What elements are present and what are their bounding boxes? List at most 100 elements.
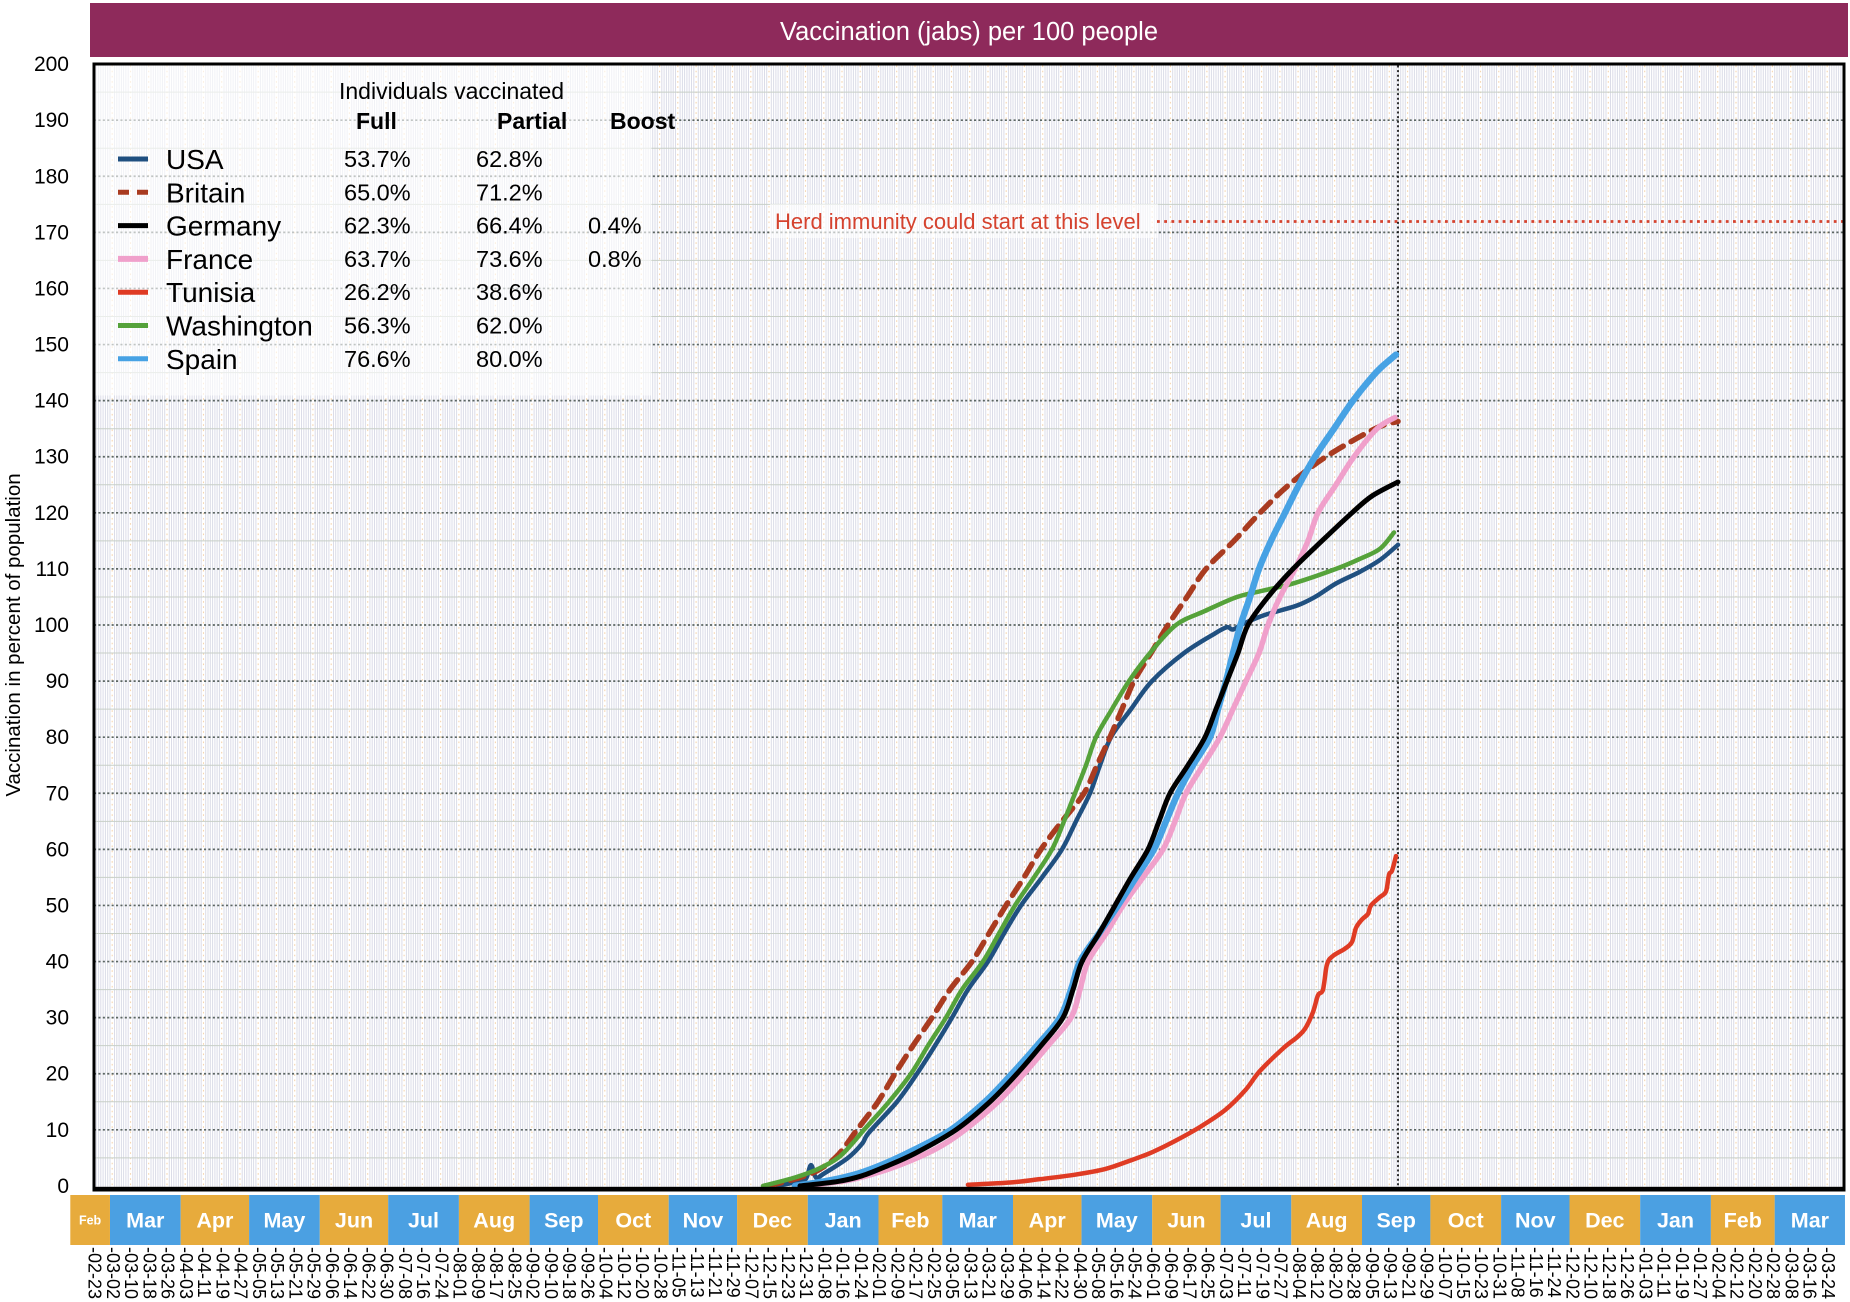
svg-text:Sep: Sep bbox=[544, 1209, 583, 1233]
svg-text:73.6%: 73.6% bbox=[476, 246, 543, 272]
svg-text:-03-08: -03-08 bbox=[1781, 1247, 1801, 1299]
svg-text:110: 110 bbox=[36, 558, 69, 581]
svg-text:-07-08: -07-08 bbox=[395, 1247, 415, 1299]
svg-text:-04-30: -04-30 bbox=[1070, 1247, 1090, 1299]
svg-text:Oct: Oct bbox=[615, 1209, 651, 1233]
svg-text:20: 20 bbox=[46, 1063, 69, 1086]
svg-text:Nov: Nov bbox=[683, 1209, 724, 1233]
svg-text:26.2%: 26.2% bbox=[344, 279, 411, 305]
svg-text:190: 190 bbox=[34, 109, 69, 132]
svg-text:-09-29: -09-29 bbox=[1417, 1247, 1437, 1299]
svg-text:-10-15: -10-15 bbox=[1453, 1247, 1473, 1299]
svg-text:76.6%: 76.6% bbox=[344, 346, 411, 372]
svg-text:0.4%: 0.4% bbox=[588, 213, 642, 239]
svg-text:Mar: Mar bbox=[126, 1209, 165, 1233]
svg-text:-04-22: -04-22 bbox=[1052, 1247, 1072, 1299]
svg-text:-05-16: -05-16 bbox=[1106, 1247, 1126, 1299]
svg-text:150: 150 bbox=[34, 334, 69, 357]
svg-text:USA: USA bbox=[166, 144, 224, 175]
svg-text:Partial: Partial bbox=[497, 108, 567, 134]
svg-text:-04-03: -04-03 bbox=[176, 1247, 196, 1299]
svg-text:-03-29: -03-29 bbox=[997, 1247, 1017, 1299]
svg-text:-07-19: -07-19 bbox=[1252, 1247, 1272, 1299]
svg-text:-10-20: -10-20 bbox=[632, 1247, 652, 1299]
svg-text:80: 80 bbox=[46, 726, 69, 749]
svg-text:Jul: Jul bbox=[1240, 1209, 1271, 1233]
svg-text:-02-25: -02-25 bbox=[924, 1247, 944, 1299]
svg-text:-08-04: -08-04 bbox=[1289, 1247, 1309, 1299]
svg-text:May: May bbox=[1096, 1209, 1138, 1233]
svg-text:-07-16: -07-16 bbox=[413, 1247, 433, 1299]
svg-text:-03-10: -03-10 bbox=[121, 1247, 141, 1299]
svg-text:Aug: Aug bbox=[1306, 1209, 1348, 1233]
svg-text:-09-21: -09-21 bbox=[1398, 1247, 1418, 1299]
svg-text:-02-20: -02-20 bbox=[1745, 1247, 1765, 1299]
svg-text:Feb: Feb bbox=[79, 1214, 102, 1228]
svg-text:-07-27: -07-27 bbox=[1271, 1247, 1291, 1299]
svg-text:-12-15: -12-15 bbox=[760, 1247, 780, 1299]
svg-text:-11-29: -11-29 bbox=[723, 1247, 743, 1298]
svg-text:-01-08: -01-08 bbox=[815, 1247, 835, 1299]
svg-text:50: 50 bbox=[46, 895, 69, 918]
svg-text:-12-31: -12-31 bbox=[796, 1247, 816, 1299]
svg-text:-03-05: -03-05 bbox=[942, 1247, 962, 1299]
svg-text:-08-12: -08-12 bbox=[1307, 1247, 1327, 1299]
svg-text:-02-09: -02-09 bbox=[887, 1247, 907, 1299]
svg-text:-02-28: -02-28 bbox=[1763, 1247, 1783, 1299]
svg-text:-10-31: -10-31 bbox=[1490, 1247, 1510, 1299]
svg-text:-07-24: -07-24 bbox=[431, 1247, 451, 1299]
svg-text:53.7%: 53.7% bbox=[344, 146, 411, 172]
svg-text:-06-22: -06-22 bbox=[358, 1247, 378, 1299]
svg-text:63.7%: 63.7% bbox=[344, 246, 411, 272]
svg-text:-05-05: -05-05 bbox=[249, 1247, 269, 1299]
svg-text:Jul: Jul bbox=[408, 1209, 439, 1233]
svg-text:Feb: Feb bbox=[891, 1209, 929, 1233]
svg-text:-01-16: -01-16 bbox=[833, 1247, 853, 1299]
svg-text:200: 200 bbox=[34, 53, 69, 76]
svg-text:140: 140 bbox=[34, 390, 69, 413]
svg-text:-02-01: -02-01 bbox=[869, 1247, 889, 1299]
svg-text:170: 170 bbox=[34, 221, 69, 244]
svg-text:-12-07: -12-07 bbox=[742, 1247, 762, 1299]
svg-text:-01-24: -01-24 bbox=[851, 1247, 871, 1299]
svg-text:-02-23: -02-23 bbox=[85, 1247, 105, 1299]
svg-text:-03-18: -03-18 bbox=[139, 1247, 159, 1299]
svg-text:Germany: Germany bbox=[166, 211, 281, 242]
svg-text:-06-14: -06-14 bbox=[340, 1247, 360, 1299]
svg-text:-09-18: -09-18 bbox=[559, 1247, 579, 1299]
svg-text:-11-08: -11-08 bbox=[1508, 1247, 1528, 1298]
svg-text:-12-23: -12-23 bbox=[778, 1247, 798, 1299]
svg-text:180: 180 bbox=[34, 165, 69, 188]
svg-text:-06-06: -06-06 bbox=[322, 1247, 342, 1299]
svg-text:Aug: Aug bbox=[473, 1209, 515, 1233]
svg-text:Dec: Dec bbox=[1585, 1209, 1624, 1233]
svg-text:-11-16: -11-16 bbox=[1526, 1247, 1546, 1298]
svg-text:-03-21: -03-21 bbox=[979, 1247, 999, 1299]
svg-text:Individuals vaccinated: Individuals vaccinated bbox=[339, 78, 564, 104]
svg-text:71.2%: 71.2% bbox=[476, 179, 543, 205]
svg-text:May: May bbox=[263, 1209, 305, 1233]
svg-text:Mar: Mar bbox=[1791, 1209, 1830, 1233]
svg-text:-05-29: -05-29 bbox=[304, 1247, 324, 1299]
svg-text:Oct: Oct bbox=[1448, 1209, 1484, 1233]
svg-text:-02-12: -02-12 bbox=[1727, 1247, 1747, 1299]
svg-text:80.0%: 80.0% bbox=[476, 346, 543, 372]
svg-text:65.0%: 65.0% bbox=[344, 179, 411, 205]
svg-text:Nov: Nov bbox=[1515, 1209, 1556, 1233]
svg-text:-08-09: -08-09 bbox=[468, 1247, 488, 1299]
svg-text:-06-01: -06-01 bbox=[1143, 1247, 1163, 1299]
svg-text:-10-12: -10-12 bbox=[614, 1247, 634, 1299]
svg-text:62.3%: 62.3% bbox=[344, 213, 411, 239]
svg-text:10: 10 bbox=[46, 1119, 69, 1142]
svg-text:-08-01: -08-01 bbox=[450, 1247, 470, 1299]
svg-text:-06-25: -06-25 bbox=[1198, 1247, 1218, 1299]
svg-text:-02-04: -02-04 bbox=[1708, 1247, 1728, 1299]
svg-text:70: 70 bbox=[46, 782, 69, 805]
svg-text:0: 0 bbox=[57, 1175, 69, 1198]
svg-text:62.8%: 62.8% bbox=[476, 146, 543, 172]
svg-text:Tunisia: Tunisia bbox=[166, 277, 256, 308]
svg-text:Jun: Jun bbox=[1167, 1209, 1205, 1233]
svg-text:Boost: Boost bbox=[610, 108, 676, 134]
svg-text:-08-17: -08-17 bbox=[486, 1247, 506, 1299]
svg-text:France: France bbox=[166, 244, 253, 275]
